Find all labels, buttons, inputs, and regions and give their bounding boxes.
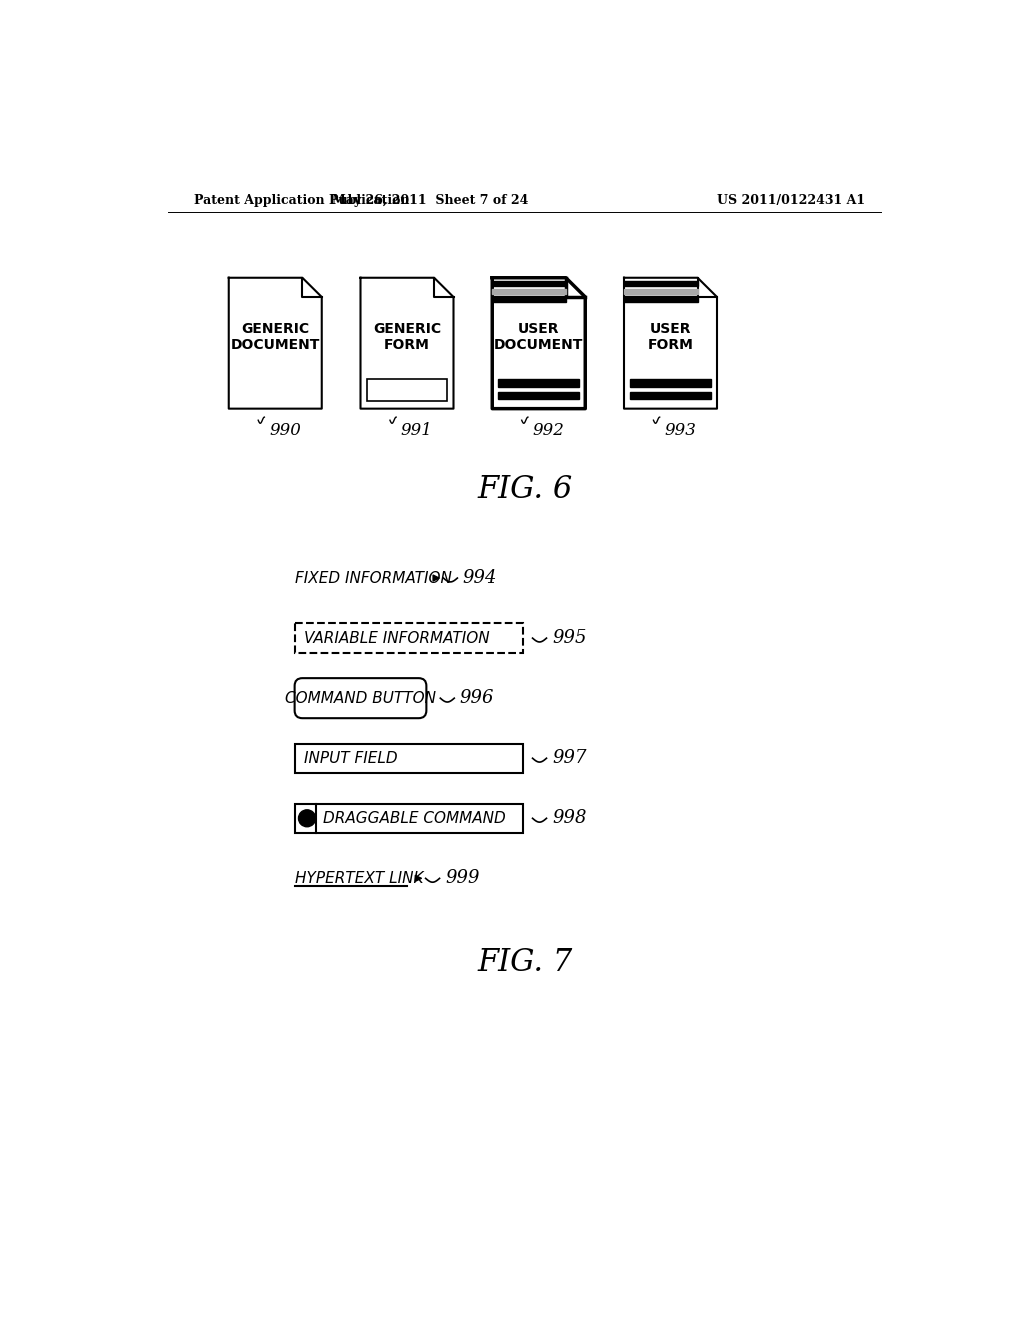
Polygon shape [228, 277, 322, 409]
Text: 994: 994 [463, 569, 498, 587]
Text: US 2011/0122431 A1: US 2011/0122431 A1 [717, 194, 865, 207]
Polygon shape [493, 277, 586, 409]
Text: FIG. 7: FIG. 7 [477, 946, 572, 978]
Text: 990: 990 [269, 422, 301, 438]
Text: INPUT FIELD: INPUT FIELD [304, 751, 397, 766]
Bar [630, 392, 711, 400]
Bar [493, 296, 566, 302]
Text: GENERIC
FORM: GENERIC FORM [373, 322, 441, 352]
Text: GENERIC
DOCUMENT: GENERIC DOCUMENT [230, 322, 319, 352]
Bar [499, 379, 579, 387]
Bar [295, 743, 523, 774]
Text: 992: 992 [532, 422, 564, 438]
Polygon shape [624, 277, 717, 409]
Polygon shape [360, 277, 454, 409]
Text: USER
DOCUMENT: USER DOCUMENT [494, 322, 584, 352]
Text: Patent Application Publication: Patent Application Publication [194, 194, 410, 207]
Bar [493, 289, 566, 294]
Text: May 26, 2011  Sheet 7 of 24: May 26, 2011 Sheet 7 of 24 [332, 194, 528, 207]
Text: 993: 993 [665, 422, 696, 438]
Text: 996: 996 [460, 689, 495, 708]
Bar [295, 623, 523, 653]
Text: 998: 998 [552, 809, 587, 828]
Text: USER
FORM: USER FORM [647, 322, 693, 352]
Text: 995: 995 [552, 630, 587, 647]
Bar [367, 379, 447, 401]
Text: COMMAND BUTTON: COMMAND BUTTON [285, 690, 436, 706]
Text: FIXED INFORMATION: FIXED INFORMATION [295, 570, 452, 586]
Text: DRAGGABLE COMMAND: DRAGGABLE COMMAND [323, 810, 505, 826]
FancyBboxPatch shape [295, 678, 426, 718]
Circle shape [299, 809, 315, 826]
Text: 999: 999 [445, 870, 479, 887]
Bar [624, 289, 697, 294]
Text: 997: 997 [552, 750, 587, 767]
Bar [499, 392, 579, 400]
Bar [624, 281, 697, 286]
Text: HYPERTEXT LINK: HYPERTEXT LINK [295, 871, 423, 886]
Bar [493, 281, 566, 286]
Text: VARIABLE INFORMATION: VARIABLE INFORMATION [304, 631, 489, 645]
Bar [295, 804, 523, 833]
Bar [624, 296, 697, 302]
Text: 991: 991 [400, 422, 433, 438]
Text: FIG. 6: FIG. 6 [477, 474, 572, 506]
Bar [630, 379, 711, 387]
